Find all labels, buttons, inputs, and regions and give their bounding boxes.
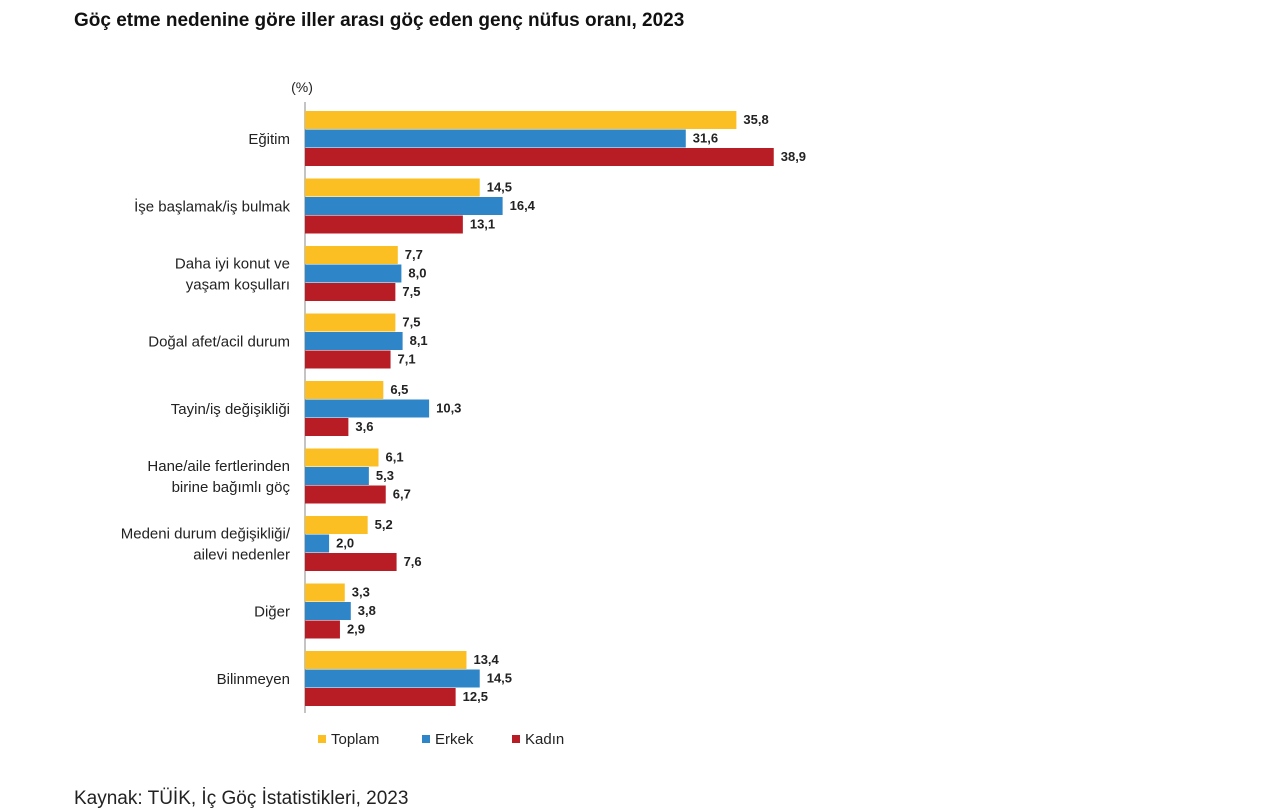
bar-toplam — [305, 651, 467, 669]
category-label: Bilinmeyen — [217, 671, 290, 688]
data-label: 7,7 — [405, 247, 423, 262]
data-label: 3,8 — [358, 603, 376, 618]
data-label: 14,5 — [487, 671, 512, 686]
category-label: Daha iyi konut ve — [175, 255, 290, 272]
data-label: 6,1 — [386, 450, 404, 465]
bar-toplam — [305, 583, 345, 602]
data-label: 3,6 — [355, 419, 373, 434]
bar-toplam — [305, 516, 368, 534]
data-label: 10,3 — [436, 401, 461, 416]
bar-kadın — [305, 350, 391, 369]
bar-erkek — [305, 197, 503, 215]
bar-erkek — [305, 669, 480, 688]
bar-erkek — [305, 602, 351, 620]
bar-kadın — [305, 688, 456, 706]
data-label: 6,7 — [393, 487, 411, 502]
bar-kadın — [305, 215, 463, 234]
bar-toplam — [305, 313, 396, 332]
bar-toplam — [305, 178, 480, 197]
data-label: 6,5 — [390, 382, 408, 397]
data-label: 12,5 — [463, 689, 488, 704]
legend: Toplam Erkek Kadın — [318, 731, 564, 748]
bar-kadın — [305, 620, 340, 639]
category-label: Diğer — [254, 603, 290, 620]
bar-toplam — [305, 246, 398, 264]
chart-title: Göç etme nedenine göre iller arası göç e… — [74, 10, 685, 31]
data-label: 16,4 — [510, 198, 536, 213]
data-label: 14,5 — [487, 180, 512, 195]
data-label: 13,4 — [473, 652, 499, 667]
data-label: 2,0 — [336, 536, 354, 551]
data-label: 8,1 — [410, 333, 428, 348]
data-label: 8,0 — [408, 266, 426, 281]
data-label: 31,6 — [693, 131, 718, 146]
category-label: İşe başlamak/iş bulmak — [134, 197, 290, 215]
data-label: 7,1 — [398, 352, 416, 367]
bar-erkek — [305, 129, 686, 148]
category-label: Hane/aile fertlerinden — [147, 458, 290, 475]
data-label: 3,3 — [352, 585, 370, 600]
bar-erkek — [305, 264, 402, 283]
bar-kadın — [305, 553, 397, 571]
legend-label: Kadın — [525, 731, 564, 748]
bar-kadın — [305, 283, 396, 301]
category-label: Tayin/iş değişikliği — [171, 401, 290, 418]
data-label: 35,8 — [743, 112, 768, 127]
legend-label: Toplam — [331, 731, 379, 748]
data-label: 5,2 — [375, 517, 393, 532]
bar-erkek — [305, 332, 403, 350]
category-label: birine bağımlı göç — [172, 479, 291, 496]
source-note: Kaynak: TÜİK, İç Göç İstatistikleri, 202… — [74, 788, 409, 809]
bar-erkek — [305, 399, 430, 418]
bar-erkek — [305, 534, 330, 553]
unit-label: (%) — [291, 79, 313, 95]
category-label: Eğitim — [248, 131, 290, 148]
bar-toplam — [305, 381, 384, 399]
legend-swatch-erkek — [422, 735, 430, 743]
bar-kadın — [305, 148, 774, 166]
category-label: ailevi nedenler — [193, 546, 290, 563]
bar-kadın — [305, 418, 349, 436]
legend-swatch-kadın — [512, 735, 520, 743]
legend-swatch-toplam — [318, 735, 326, 743]
bar-toplam — [305, 111, 737, 129]
bar-erkek — [305, 467, 369, 485]
bar-kadın — [305, 485, 386, 504]
category-label: Doğal afet/acil durum — [148, 333, 290, 350]
data-label: 13,1 — [470, 217, 495, 232]
category-label: yaşam koşulları — [186, 276, 290, 293]
data-label: 5,3 — [376, 468, 394, 483]
data-label: 7,5 — [402, 315, 420, 330]
legend-label: Erkek — [435, 731, 474, 748]
category-label: Medeni durum değişikliği/ — [121, 525, 291, 542]
bar-toplam — [305, 448, 379, 467]
bars-layer: Eğitim 35,8 31,6 38,9 İşe başlamak/iş bulmak… — [121, 111, 806, 706]
data-label: 7,5 — [402, 284, 420, 299]
data-label: 38,9 — [781, 149, 806, 164]
data-label: 7,6 — [404, 554, 422, 569]
data-label: 2,9 — [347, 622, 365, 637]
